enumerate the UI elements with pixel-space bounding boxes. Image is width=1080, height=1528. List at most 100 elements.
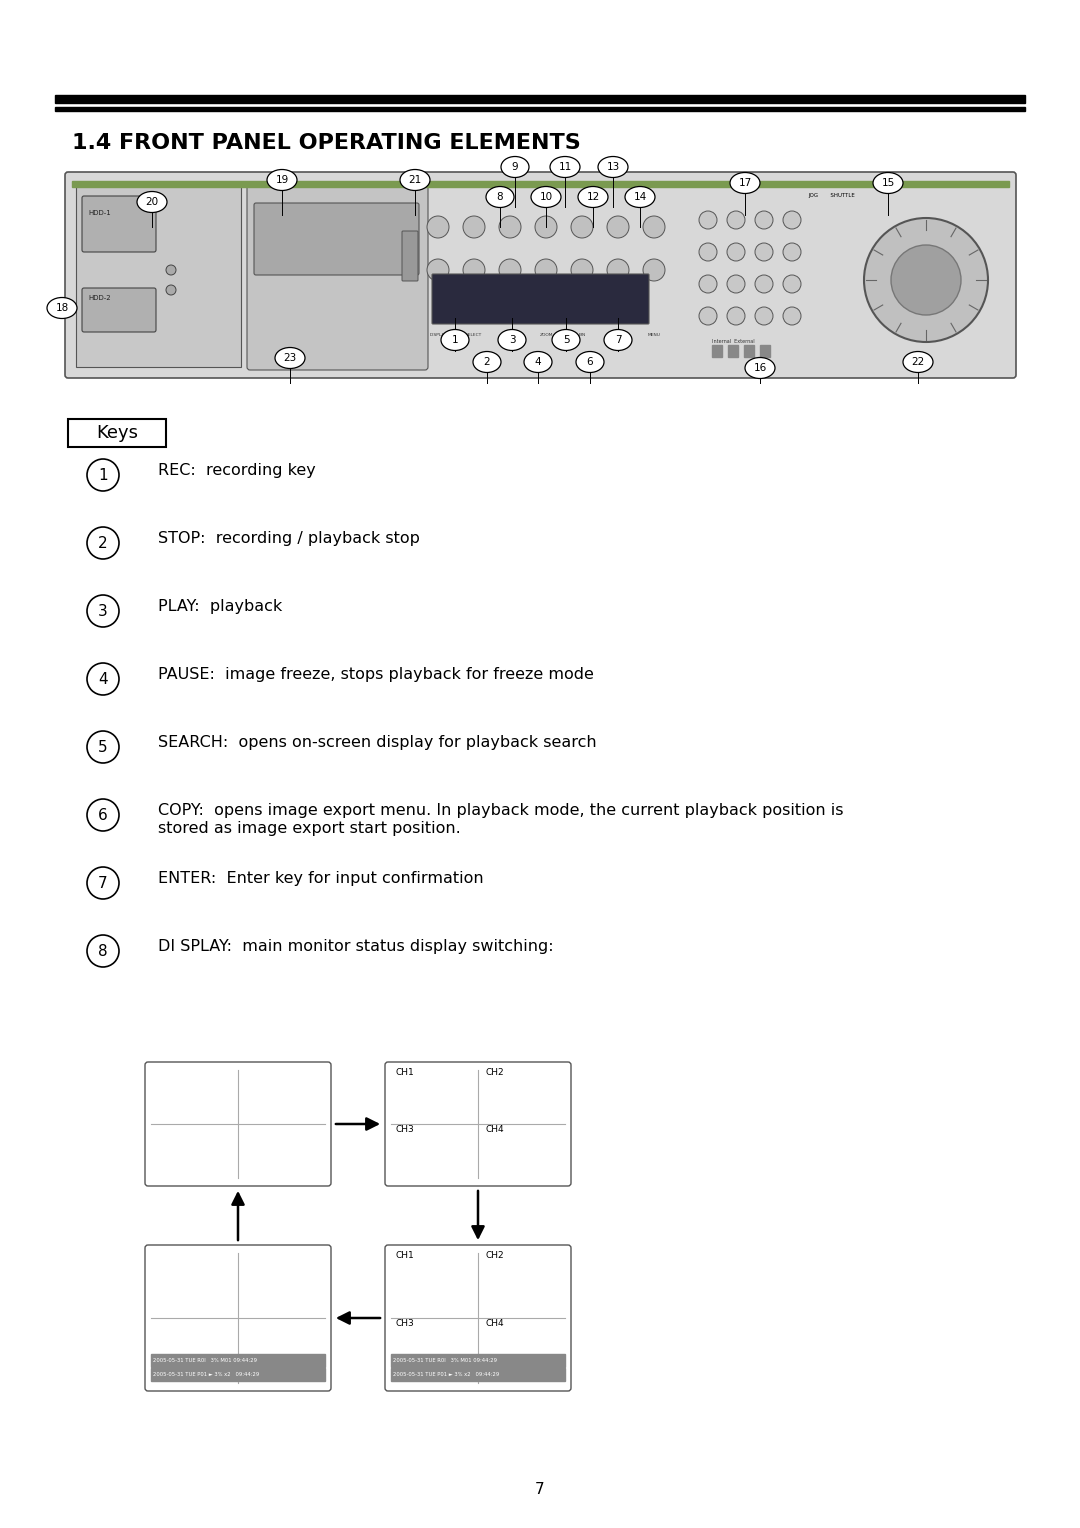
Bar: [151, 1354, 325, 1368]
Circle shape: [891, 244, 961, 315]
Ellipse shape: [576, 351, 604, 373]
Circle shape: [87, 935, 119, 967]
Text: 2: 2: [98, 535, 108, 550]
Bar: [744, 345, 754, 358]
Bar: [68, 419, 166, 448]
Circle shape: [87, 594, 119, 626]
Bar: [55, 107, 1025, 112]
Text: 14: 14: [633, 193, 647, 202]
Circle shape: [87, 866, 119, 898]
Text: COPY:  opens image export menu. In playback mode, the current playback position : COPY: opens image export menu. In playba…: [158, 804, 843, 819]
Circle shape: [87, 527, 119, 559]
Ellipse shape: [745, 358, 775, 379]
Ellipse shape: [903, 351, 933, 373]
Text: CH2: CH2: [485, 1251, 503, 1261]
Ellipse shape: [473, 351, 501, 373]
Ellipse shape: [598, 156, 627, 177]
Circle shape: [699, 275, 717, 293]
Ellipse shape: [524, 351, 552, 373]
Circle shape: [755, 243, 773, 261]
Circle shape: [463, 260, 485, 281]
Text: 6: 6: [98, 807, 108, 822]
Text: 12: 12: [586, 193, 599, 202]
Text: 3: 3: [98, 604, 108, 619]
FancyBboxPatch shape: [65, 173, 1016, 377]
FancyBboxPatch shape: [384, 1062, 571, 1186]
Circle shape: [166, 264, 176, 275]
Text: 4: 4: [535, 358, 541, 367]
Text: DI SPLAY:  main monitor status display switching:: DI SPLAY: main monitor status display sw…: [158, 940, 554, 955]
Text: 15: 15: [881, 177, 894, 188]
Ellipse shape: [498, 330, 526, 350]
Text: 5: 5: [98, 740, 108, 755]
Circle shape: [755, 275, 773, 293]
Bar: [151, 1368, 325, 1381]
Circle shape: [87, 663, 119, 695]
Text: 2005-05-31 TUE R0I   3% M01 09:44:29: 2005-05-31 TUE R0I 3% M01 09:44:29: [153, 1358, 257, 1363]
Ellipse shape: [486, 186, 514, 208]
Circle shape: [535, 260, 557, 281]
Circle shape: [427, 215, 449, 238]
Text: 1: 1: [451, 335, 458, 345]
FancyBboxPatch shape: [82, 196, 156, 252]
Ellipse shape: [48, 298, 77, 318]
Circle shape: [727, 275, 745, 293]
Circle shape: [535, 215, 557, 238]
Ellipse shape: [730, 173, 760, 194]
Circle shape: [783, 275, 801, 293]
Ellipse shape: [604, 330, 632, 350]
Text: 1: 1: [98, 468, 108, 483]
Circle shape: [643, 260, 665, 281]
Text: 21: 21: [408, 176, 421, 185]
Text: CH4: CH4: [485, 1125, 503, 1134]
Text: 10: 10: [539, 193, 553, 202]
Text: 8: 8: [98, 943, 108, 958]
Circle shape: [699, 307, 717, 325]
Ellipse shape: [137, 191, 167, 212]
Text: 16: 16: [754, 364, 767, 373]
Text: 7: 7: [536, 1482, 544, 1497]
Bar: [72, 180, 1009, 186]
Circle shape: [499, 215, 521, 238]
Ellipse shape: [400, 170, 430, 191]
Text: stored as image export start position.: stored as image export start position.: [158, 821, 461, 836]
Circle shape: [607, 260, 629, 281]
Circle shape: [699, 243, 717, 261]
Ellipse shape: [441, 330, 469, 350]
FancyBboxPatch shape: [82, 287, 156, 332]
Circle shape: [727, 307, 745, 325]
Text: 8: 8: [497, 193, 503, 202]
Text: SEARCH:  opens on-screen display for playback search: SEARCH: opens on-screen display for play…: [158, 735, 596, 750]
Ellipse shape: [873, 173, 903, 194]
Text: DISPLAY: DISPLAY: [429, 333, 447, 338]
Circle shape: [727, 243, 745, 261]
FancyBboxPatch shape: [247, 182, 428, 370]
Text: 19: 19: [275, 176, 288, 185]
Text: 4: 4: [98, 671, 108, 686]
Bar: [728, 345, 738, 358]
Text: HDD-1: HDD-1: [87, 209, 111, 215]
Circle shape: [727, 211, 745, 229]
Text: 20: 20: [146, 197, 159, 206]
Text: 11: 11: [558, 162, 571, 173]
Text: 9: 9: [512, 162, 518, 173]
Ellipse shape: [550, 156, 580, 177]
Circle shape: [783, 211, 801, 229]
Text: Internal  External: Internal External: [712, 339, 755, 344]
Ellipse shape: [552, 330, 580, 350]
Text: EIN: EIN: [579, 333, 585, 338]
Ellipse shape: [501, 156, 529, 177]
Text: 18: 18: [55, 303, 69, 313]
Text: 5: 5: [563, 335, 569, 345]
Circle shape: [783, 307, 801, 325]
Text: PAUSE:  image freeze, stops playback for freeze mode: PAUSE: image freeze, stops playback for …: [158, 668, 594, 683]
FancyBboxPatch shape: [402, 231, 418, 281]
Text: REC:  recording key: REC: recording key: [158, 463, 315, 478]
Ellipse shape: [267, 170, 297, 191]
Text: 13: 13: [606, 162, 620, 173]
Circle shape: [87, 458, 119, 490]
Circle shape: [755, 211, 773, 229]
Circle shape: [571, 260, 593, 281]
Text: 7: 7: [98, 876, 108, 891]
Text: PLAY:  playback: PLAY: playback: [158, 599, 282, 614]
